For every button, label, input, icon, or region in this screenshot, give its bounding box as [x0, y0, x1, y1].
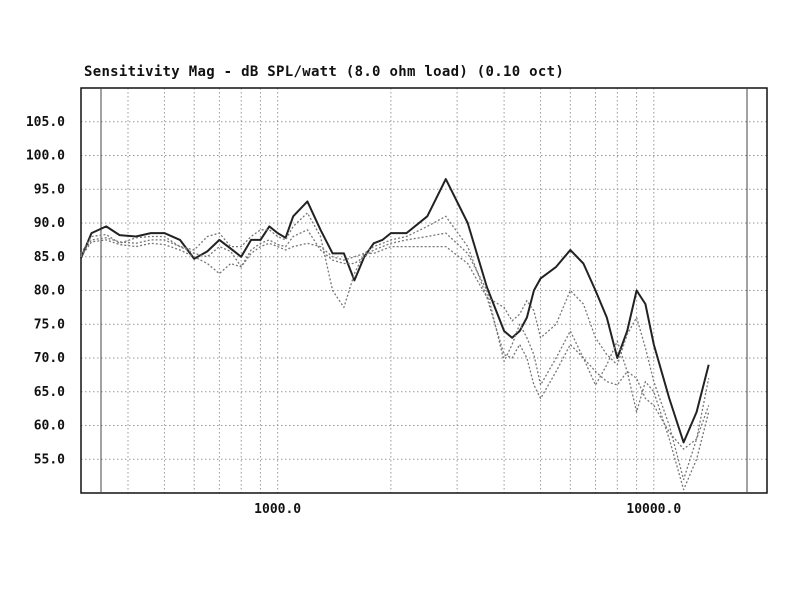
y-tick-label: 60.0 [34, 419, 65, 434]
x-tick-label: 1000.0 [254, 502, 301, 517]
y-tick-label: 65.0 [34, 385, 65, 400]
y-tick-label: 100.0 [26, 149, 65, 164]
plot-frame [80, 87, 768, 494]
y-tick-label: 70.0 [34, 351, 65, 366]
series-line-4 [80, 239, 710, 450]
y-tick-label: 90.0 [34, 216, 65, 231]
y-tick-label: 80.0 [34, 284, 65, 299]
y-tick-label: 95.0 [34, 182, 65, 197]
y-tick-label: 105.0 [26, 115, 65, 130]
y-tick-label: 85.0 [34, 250, 65, 265]
series-line-3 [80, 229, 710, 491]
series-line-1 [80, 178, 710, 444]
x-tick-label: 10000.0 [626, 502, 681, 517]
chart-title: Sensitivity Mag - dB SPL/watt (8.0 ohm l… [84, 64, 565, 80]
y-tick-label: 55.0 [34, 452, 65, 467]
y-tick-label: 75.0 [34, 317, 65, 332]
